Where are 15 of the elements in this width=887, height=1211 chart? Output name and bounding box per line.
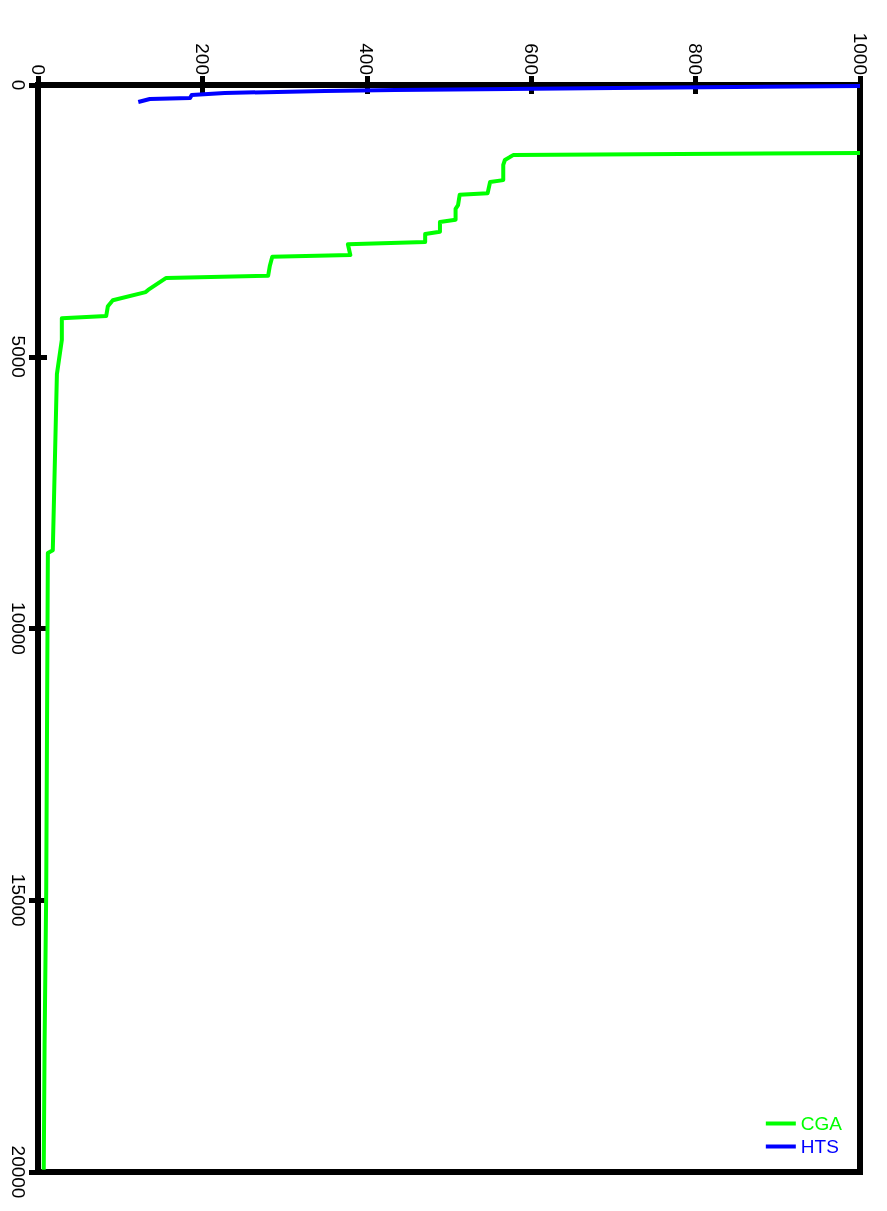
line-series [136,83,862,105]
x-tick-label: 1000 [849,32,871,75]
y-tick-label: 0 [8,79,29,91]
y-tick-label: 10000 [8,602,29,655]
x-tick-label: 600 [520,43,542,75]
y-tick-label: 20000 [8,1145,29,1199]
legend-label: CGA [800,1113,843,1134]
y-tick-label: 5000 [8,335,29,378]
y-tick-label: 15000 [8,873,29,927]
legend-label: HTS [800,1136,839,1157]
line-series [41,150,862,1172]
x-tick-label: 400 [356,43,378,75]
x-tick-label: 200 [191,43,213,75]
x-tick-label: 800 [685,43,707,75]
x-tick-label: 0 [27,64,49,75]
